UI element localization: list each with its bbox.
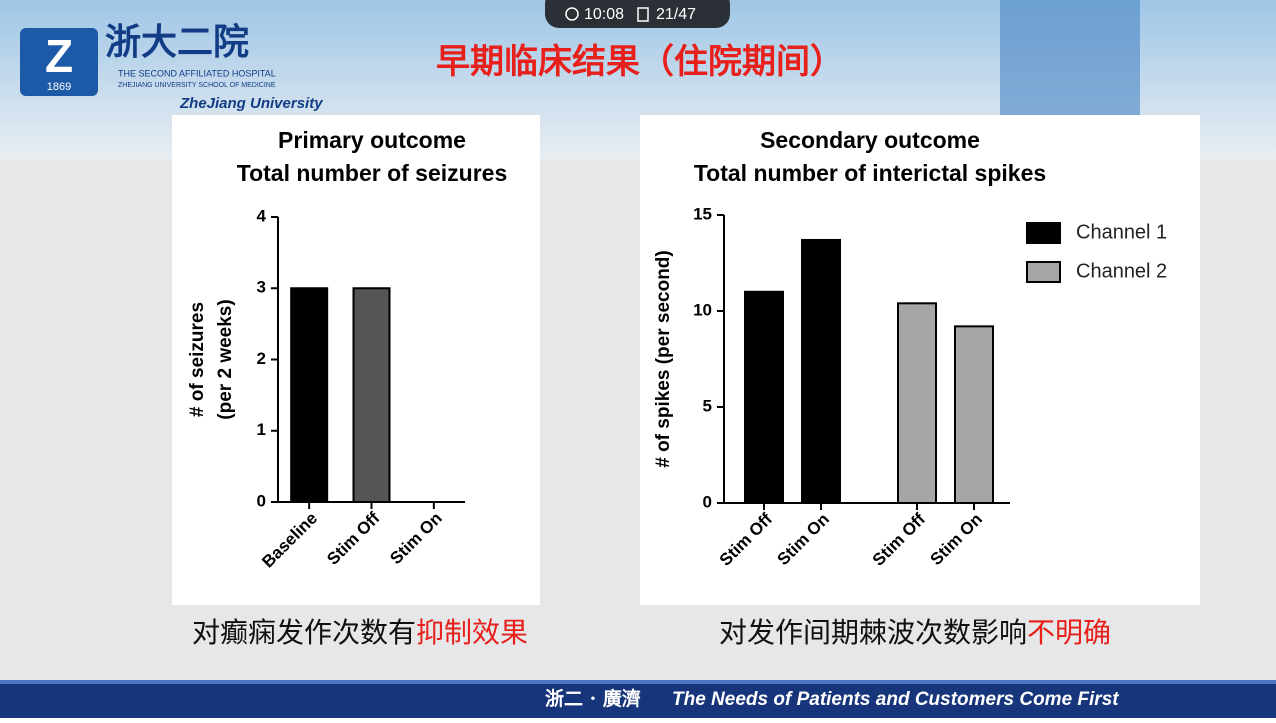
y-axis-label: # of seizures (187, 302, 208, 417)
y-tick-label: 1 (257, 420, 266, 439)
bar (352, 287, 391, 503)
y-tick-label: 0 (703, 492, 712, 511)
y-axis-label: (per 2 weeks) (215, 299, 236, 419)
caption-text: 对发作间期棘波次数影响 (719, 616, 1027, 649)
university: ZheJiang University (179, 95, 323, 112)
y-tick-label: 0 (257, 491, 266, 510)
caption: 对癫痫发作次数有抑制效果 (192, 616, 528, 649)
building (1000, 0, 1140, 120)
y-tick-label: 5 (703, 396, 712, 415)
bar (290, 287, 329, 503)
y-tick-label: 15 (693, 204, 712, 223)
legend-swatch (1026, 261, 1061, 283)
y-tick-label: 2 (257, 349, 266, 368)
logo-box (20, 28, 98, 96)
caption-highlight: 不明确 (1027, 616, 1111, 649)
footer-stripe (0, 680, 1276, 684)
status-page: 21/47 (656, 6, 696, 23)
caption-text: 对癫痫发作次数有 (192, 616, 416, 649)
logo-year: 1869 (47, 81, 71, 93)
chart-title: Secondary outcome (760, 127, 980, 153)
slide-title: 早期临床结果（住院期间） (436, 42, 844, 81)
legend-swatch (1026, 222, 1061, 244)
y-tick-label: 4 (257, 206, 267, 225)
logo-z: Z (45, 30, 73, 82)
logo-sub: THE SECOND AFFILIATED HOSPITAL (118, 68, 276, 78)
chart-subtitle: Total number of interictal spikes (694, 160, 1046, 186)
page-icon (637, 7, 649, 22)
footer-bar (0, 680, 1276, 718)
footer-en: The Needs of Patients and Customers Come… (672, 689, 1119, 710)
chart-title: Primary outcome (278, 127, 466, 153)
chart-subtitle: Total number of seizures (237, 160, 508, 186)
status-time: 10:08 (584, 6, 624, 23)
y-axis-label: # of spikes (per second) (653, 250, 674, 468)
legend-label: Channel 1 (1076, 221, 1167, 243)
logo-sub2: ZHEJIANG UNIVERSITY SCHOOL OF MEDICINE (118, 82, 276, 89)
bar (801, 238, 841, 505)
logo-name: 浙大二院 (105, 21, 249, 63)
caption: 对发作间期棘波次数影响不明确 (719, 616, 1111, 649)
caption-highlight: 抑制效果 (416, 616, 528, 649)
clock-icon (565, 7, 579, 21)
bar (744, 290, 784, 504)
bar (897, 302, 937, 504)
bar (954, 325, 994, 504)
y-tick-label: 3 (257, 278, 266, 297)
y-tick-label: 10 (693, 300, 712, 319)
legend-label: Channel 2 (1076, 260, 1167, 282)
footer-cn: 浙二 · 廣濟 (545, 687, 641, 710)
